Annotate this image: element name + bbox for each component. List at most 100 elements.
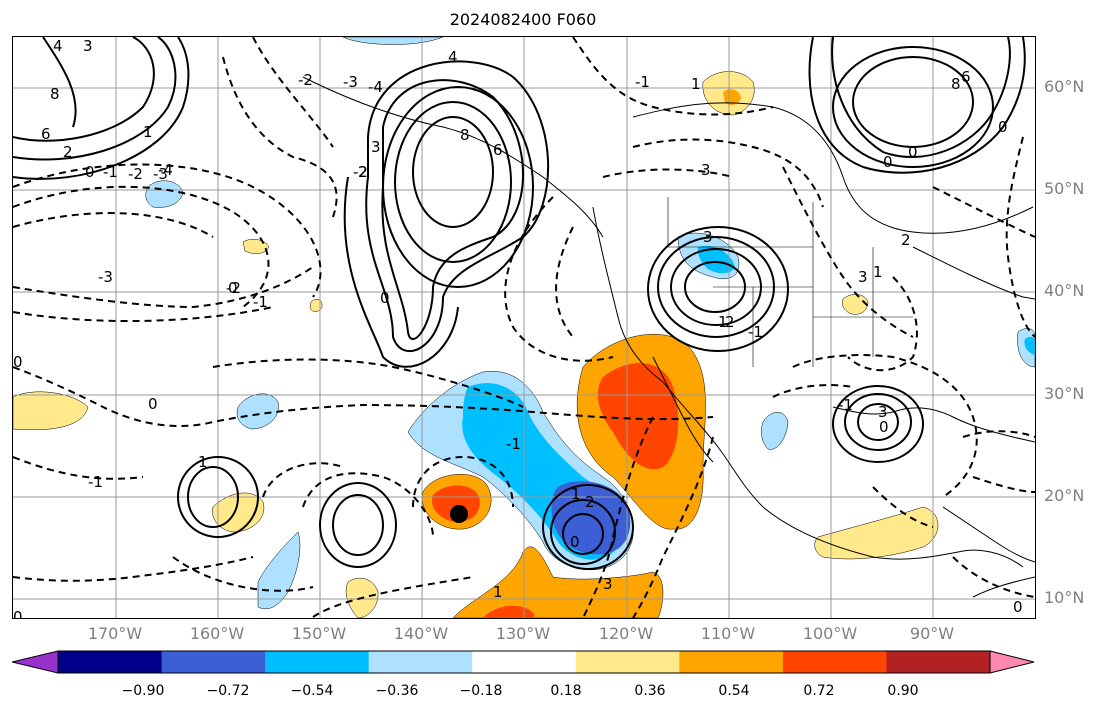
positive-anomaly-shading — [611, 400, 655, 447]
colorbar — [12, 650, 1035, 674]
solid-contour — [647, 226, 789, 352]
lon-label-100w: 100°W — [802, 624, 858, 643]
contour-label: 0 — [998, 118, 1008, 136]
contour-label: -4 — [158, 161, 173, 179]
contour-label: 2 — [63, 143, 73, 161]
contour-label: 3 — [603, 575, 613, 593]
dashed-contour — [13, 556, 254, 582]
solid-contour — [394, 101, 512, 263]
dashed-contour — [13, 212, 214, 238]
lat-label-30n: 30°N — [1044, 384, 1085, 403]
contour-label: 3 — [703, 228, 713, 246]
map-panel[interactable]: 438620-1-2-3-4148632-2-3-4-10-3-2-1310-1… — [12, 36, 1036, 619]
contour-label: -2 — [226, 279, 241, 297]
lat-label-50n: 50°N — [1044, 179, 1085, 198]
weak-negative-anomaly-shading — [236, 393, 279, 430]
solid-contour — [332, 494, 384, 556]
weak-positive-anomaly-shading — [242, 239, 270, 254]
colorbar-segment — [886, 651, 991, 673]
weak-positive-anomaly-shading — [842, 294, 869, 315]
lat-label-10n: 10°N — [1044, 588, 1085, 607]
dashed-contour — [792, 354, 978, 498]
contour-label: 8 — [951, 75, 961, 93]
contour-label: 0 — [13, 608, 23, 618]
weak-negative-anomaly-shading — [697, 245, 735, 274]
dashed-contour — [262, 462, 344, 498]
tropical-cyclone-marker[interactable] — [450, 505, 468, 523]
lon-label-140w: 140°W — [393, 624, 449, 643]
anomaly-shading — [13, 37, 1035, 618]
solid-contour — [657, 236, 775, 338]
solid-contour — [670, 248, 762, 326]
contour-label: 0 — [908, 143, 918, 161]
dashed-contour — [222, 56, 338, 218]
solid-contour — [831, 37, 1011, 158]
contour-label: -1 — [506, 435, 521, 453]
dashed-contour — [13, 366, 714, 428]
colorbar-tick: 0.18 — [550, 683, 582, 699]
solid-contour — [844, 393, 912, 451]
contour-lines — [13, 37, 1026, 570]
contour-label: 3 — [858, 268, 868, 286]
contour-label: -3 — [343, 73, 358, 91]
colorbar-segment — [161, 651, 266, 673]
dashed-contour — [555, 226, 574, 338]
contour-labels: 438620-1-2-3-4148632-2-3-4-10-3-2-1310-1… — [13, 37, 1023, 618]
contour-label: -1 — [635, 73, 650, 91]
dashed-contour — [13, 163, 322, 298]
solid-contour — [857, 403, 899, 441]
solid-contour — [832, 385, 924, 463]
lat-label-20n: 20°N — [1044, 486, 1085, 505]
solid-contour — [562, 513, 604, 555]
dashed-contour — [847, 276, 918, 372]
contour-label: 3 — [371, 138, 381, 156]
dashed-contour — [13, 456, 144, 480]
colorbar-tick: 0.90 — [887, 683, 919, 699]
dashed-contour — [962, 430, 1035, 438]
dashed-contour — [632, 436, 714, 618]
contour-label: 1 — [691, 75, 701, 93]
contour-label: -4 — [368, 78, 383, 96]
solid-contour — [832, 46, 994, 168]
colorbar-tick: 0.36 — [634, 683, 666, 699]
dashed-contour — [772, 384, 854, 398]
forecast-map[interactable]: 438620-1-2-3-4148632-2-3-4-10-3-2-1310-1… — [13, 37, 1035, 618]
colorbar-segment — [368, 651, 473, 673]
contour-label: 1 — [143, 123, 153, 141]
contour-label: 2 — [901, 231, 911, 249]
dashed-contour — [582, 416, 654, 618]
colorbar-segment — [58, 651, 163, 673]
contour-label: 1 — [198, 453, 208, 471]
contour-label: -2 — [353, 163, 368, 181]
contour-label: 6 — [41, 125, 51, 143]
contour-label: 0 — [228, 279, 238, 297]
dashed-contour — [872, 486, 934, 528]
colorbar-segment — [472, 651, 577, 673]
dashed-contour — [972, 476, 1035, 493]
dashed-contour — [504, 196, 614, 362]
contour-label: 2 — [725, 313, 735, 331]
contour-label: 0 — [380, 289, 390, 307]
solid-contour — [343, 176, 459, 368]
solid-contour — [13, 37, 155, 142]
solid-contour — [319, 482, 397, 568]
colorbar-extend-min — [12, 650, 59, 674]
map-title: 2024082400 F060 — [449, 10, 597, 29]
solid-contour — [13, 37, 190, 180]
colorbar-tick: −0.36 — [375, 683, 419, 699]
weak-negative-anomaly-shading — [1024, 336, 1035, 355]
dashed-contour — [572, 37, 774, 116]
dashed-contour — [212, 358, 524, 408]
solid-contour — [852, 56, 974, 148]
dashed-contour — [1005, 136, 1035, 338]
weak-positive-anomaly-shading — [814, 506, 939, 560]
contour-label: -1 — [838, 396, 853, 414]
contour-label: -3 — [153, 165, 168, 183]
contour-label: 4 — [448, 48, 458, 66]
contour-label: -1 — [748, 323, 763, 341]
colorbar-segment — [782, 651, 887, 673]
dashed-contour — [952, 556, 1035, 598]
dashed-contour — [412, 455, 514, 508]
weak-negative-anomaly-shading — [257, 531, 301, 610]
weak-negative-anomaly-shading — [145, 180, 184, 208]
